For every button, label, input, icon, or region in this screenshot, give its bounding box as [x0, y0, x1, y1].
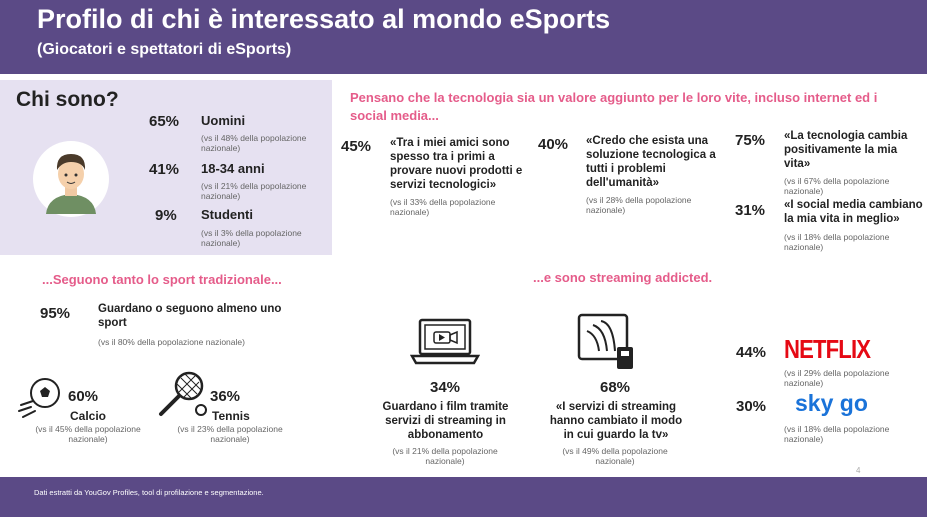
stat-pct-eta: 41%	[149, 161, 180, 178]
netflix-logo: NETFLIX	[784, 334, 871, 364]
skygo-pct: 30%	[736, 398, 767, 415]
stat-label-uomini: Uomini	[201, 113, 246, 128]
calcio-label: Calcio	[70, 409, 107, 423]
calcio-note: (vs il 45% della popolazione nazionale)	[35, 424, 141, 444]
sport-main-pct: 95%	[40, 305, 71, 322]
header-bar	[0, 0, 927, 74]
tennis-pct: 36%	[210, 388, 241, 405]
skygo-note: (vs il 18% della popolazione nazionale)	[784, 424, 890, 444]
tech-quote-3: «La tecnologia cambia positivamente la m…	[784, 130, 908, 170]
stat-note-studenti: (vs il 3% della popolazione nazionale)	[201, 228, 302, 248]
tennis-label: Tennis	[212, 409, 250, 423]
tech-quote-4: «I social media cambiano la mia vita in …	[784, 199, 923, 225]
footer-bar	[0, 477, 927, 517]
tech-note-2: (vs il 28% della popolazione nazionale)	[586, 195, 692, 215]
tech-quote-1: «Tra i miei amici sono spesso tra i prim…	[390, 137, 523, 191]
tech-quote-2: «Credo che esista una soluzione tecnolog…	[586, 135, 716, 189]
tech-note-3: (vs il 67% della popolazione nazionale)	[784, 176, 890, 196]
streaming-heading: ...e sono streaming addicted.	[533, 270, 713, 285]
person-avatar-icon	[32, 140, 110, 223]
stream-pct-1: 34%	[429, 379, 461, 396]
sport-main-label: Guardano o seguono almeno uno sport	[98, 303, 282, 329]
tech-pct-2: 40%	[538, 136, 569, 153]
calcio-pct: 60%	[68, 388, 99, 405]
stream-note-1: (vs il 21% della popolazione nazionale)	[392, 446, 498, 466]
tv-remote-icon	[577, 313, 639, 376]
tech-heading: Pensano che la tecnologia sia un valore …	[350, 90, 878, 123]
footer-source: Dati estratti da YouGov Profiles, tool d…	[34, 488, 264, 497]
stat-pct-studenti: 9%	[155, 207, 177, 224]
sport-main-note: (vs il 80% della popolazione nazionale)	[98, 337, 245, 347]
page-subtitle: (Giocatori e spettatori di eSports)	[37, 41, 292, 58]
chi-sono-title: Chi sono?	[16, 88, 119, 111]
stream-note-2: (vs il 49% della popolazione nazionale)	[562, 446, 668, 466]
stat-label-studenti: Studenti	[201, 207, 253, 222]
tech-pct-1: 45%	[341, 138, 372, 155]
stream-pct-2: 68%	[599, 379, 631, 396]
stream-label-1: Guardano i film tramite servizi di strea…	[382, 401, 509, 441]
skygo-logo: sky go	[795, 390, 868, 416]
stat-pct-uomini: 65%	[149, 113, 180, 130]
netflix-pct: 44%	[736, 344, 767, 361]
tech-pct-4: 31%	[735, 202, 766, 219]
page-number: 4	[856, 466, 861, 475]
laptop-video-icon	[409, 318, 481, 373]
stat-label-eta: 18-34 anni	[201, 161, 265, 176]
netflix-note: (vs il 29% della popolazione nazionale)	[784, 368, 890, 388]
stream-label-2: «I servizi di streaming hanno cambiato i…	[549, 401, 683, 441]
tech-pct-3: 75%	[735, 132, 766, 149]
stat-note-uomini: (vs il 48% della popolazione nazionale)	[201, 133, 307, 153]
stat-note-eta: (vs il 21% della popolazione nazionale)	[201, 181, 307, 201]
tennis-note: (vs il 23% della popolazione nazionale)	[177, 424, 283, 444]
tennis-racket-icon	[157, 370, 209, 425]
page-title: Profilo di chi è interessato al mondo eS…	[37, 4, 611, 34]
tech-note-1: (vs il 33% della popolazione nazionale)	[390, 197, 496, 217]
sport-heading: ...Seguono tanto lo sport tradizionale..…	[42, 272, 282, 287]
soccer-ball-icon	[17, 375, 63, 426]
tech-note-4: (vs il 18% della popolazione nazionale)	[784, 232, 890, 252]
